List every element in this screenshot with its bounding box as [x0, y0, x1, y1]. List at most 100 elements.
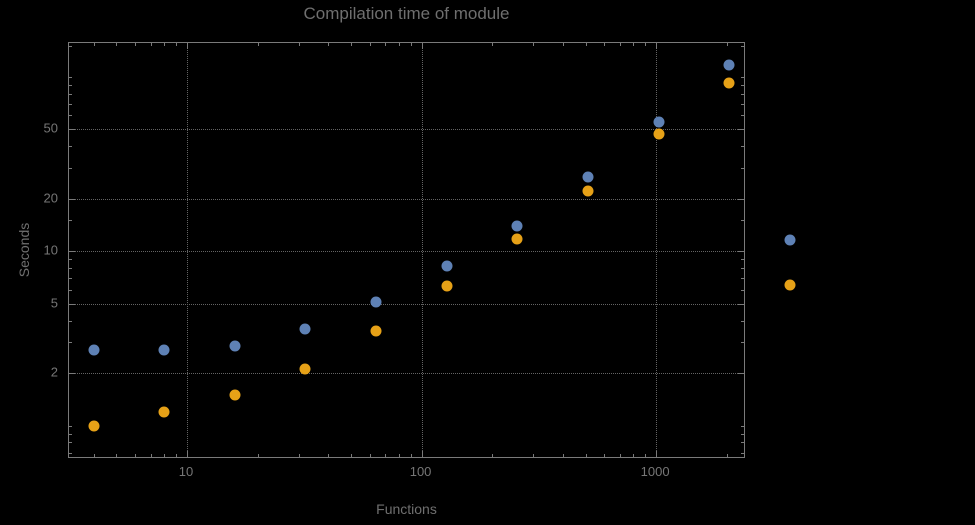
- x-minor-tick: [176, 43, 178, 46]
- y-tick-label: 2: [50, 364, 58, 380]
- y-major-tick: [69, 129, 75, 131]
- y-minor-tick: [69, 76, 72, 78]
- y-minor-tick: [741, 320, 744, 322]
- data-point-series-2: [158, 406, 170, 418]
- y-minor-tick: [69, 45, 72, 47]
- x-minor-tick: [116, 43, 118, 46]
- v-gridline: [656, 43, 658, 457]
- x-major-tick: [187, 43, 188, 49]
- y-minor-tick: [741, 103, 744, 105]
- x-minor-tick: [585, 43, 587, 46]
- data-point-series-2: [511, 233, 523, 245]
- h-gridline: [69, 251, 744, 253]
- x-tick-label: 10: [178, 464, 194, 479]
- x-minor-tick: [619, 43, 621, 46]
- y-minor-tick: [69, 320, 72, 322]
- y-minor-tick: [741, 115, 744, 117]
- x-minor-tick: [604, 454, 606, 457]
- data-point-series-1: [370, 296, 382, 308]
- y-minor-tick: [741, 146, 744, 148]
- data-point-series-1: [229, 340, 241, 352]
- x-minor-tick: [533, 43, 535, 46]
- x-minor-tick: [645, 43, 647, 46]
- y-minor-tick: [741, 433, 744, 435]
- h-gridline: [69, 373, 744, 375]
- x-minor-tick: [350, 43, 352, 46]
- y-minor-tick: [69, 167, 72, 169]
- x-minor-tick: [533, 454, 535, 457]
- x-major-tick: [421, 451, 423, 457]
- data-point-series-2: [370, 325, 382, 337]
- chart-title: Compilation time of module: [303, 4, 510, 23]
- x-minor-tick: [164, 43, 166, 46]
- y-tick-label: 50: [43, 120, 58, 136]
- x-minor-tick: [328, 454, 330, 457]
- data-point-series-1: [723, 59, 735, 71]
- x-minor-tick: [492, 43, 494, 46]
- x-minor-tick: [562, 454, 564, 457]
- data-point-series-1: [158, 344, 170, 356]
- y-minor-tick: [741, 342, 744, 344]
- y-minor-tick: [69, 115, 72, 117]
- x-minor-tick: [645, 454, 647, 457]
- data-point-series-2: [723, 77, 735, 89]
- legend-marker-series-1: [784, 234, 796, 246]
- x-tick-label: 100: [409, 464, 432, 479]
- y-minor-tick: [741, 45, 744, 47]
- h-gridline: [69, 198, 744, 200]
- legend-marker-series-2: [784, 279, 796, 291]
- y-minor-tick: [69, 425, 72, 427]
- x-minor-tick: [410, 454, 412, 457]
- v-gridline: [187, 43, 188, 457]
- data-point-series-2: [582, 185, 594, 197]
- x-minor-tick: [492, 454, 494, 457]
- y-minor-tick: [741, 268, 744, 270]
- y-minor-tick: [741, 278, 744, 280]
- x-minor-tick: [726, 43, 728, 46]
- y-minor-tick: [741, 167, 744, 169]
- x-minor-tick: [398, 43, 400, 46]
- x-minor-tick: [257, 43, 259, 46]
- x-major-tick: [656, 451, 658, 457]
- y-major-tick: [69, 198, 75, 200]
- x-minor-tick: [328, 43, 330, 46]
- y-minor-tick: [741, 93, 744, 95]
- x-minor-tick: [298, 454, 300, 457]
- v-gridline: [421, 43, 423, 457]
- y-minor-tick: [69, 278, 72, 280]
- x-minor-tick: [150, 43, 152, 46]
- x-minor-tick: [410, 43, 412, 46]
- y-minor-tick: [741, 289, 744, 291]
- y-tick-label: 10: [43, 242, 58, 258]
- data-point-series-1: [511, 220, 523, 232]
- y-tick-label: 5: [50, 295, 58, 311]
- y-axis-label: Seconds: [16, 222, 32, 278]
- x-minor-tick: [134, 43, 136, 46]
- x-minor-tick: [726, 454, 728, 457]
- y-major-tick: [69, 303, 75, 305]
- x-major-tick: [421, 43, 423, 49]
- y-minor-tick: [69, 146, 72, 148]
- x-minor-tick: [176, 454, 178, 457]
- data-point-series-2: [299, 363, 311, 375]
- y-major-tick: [69, 373, 75, 375]
- h-gridline: [69, 303, 744, 305]
- x-minor-tick: [116, 454, 118, 457]
- y-minor-tick: [69, 268, 72, 270]
- x-minor-tick: [350, 454, 352, 457]
- y-minor-tick: [69, 433, 72, 435]
- x-minor-tick: [633, 43, 635, 46]
- x-major-tick: [187, 451, 188, 457]
- x-minor-tick: [369, 454, 371, 457]
- x-minor-tick: [369, 43, 371, 46]
- y-major-tick: [738, 303, 744, 305]
- y-major-tick: [738, 129, 744, 131]
- y-minor-tick: [69, 103, 72, 105]
- y-minor-tick: [741, 84, 744, 86]
- plot-area: [68, 42, 745, 458]
- data-point-series-1: [441, 260, 453, 272]
- data-point-series-1: [88, 344, 100, 356]
- y-minor-tick: [69, 259, 72, 261]
- x-tick-label: 1000: [640, 464, 670, 479]
